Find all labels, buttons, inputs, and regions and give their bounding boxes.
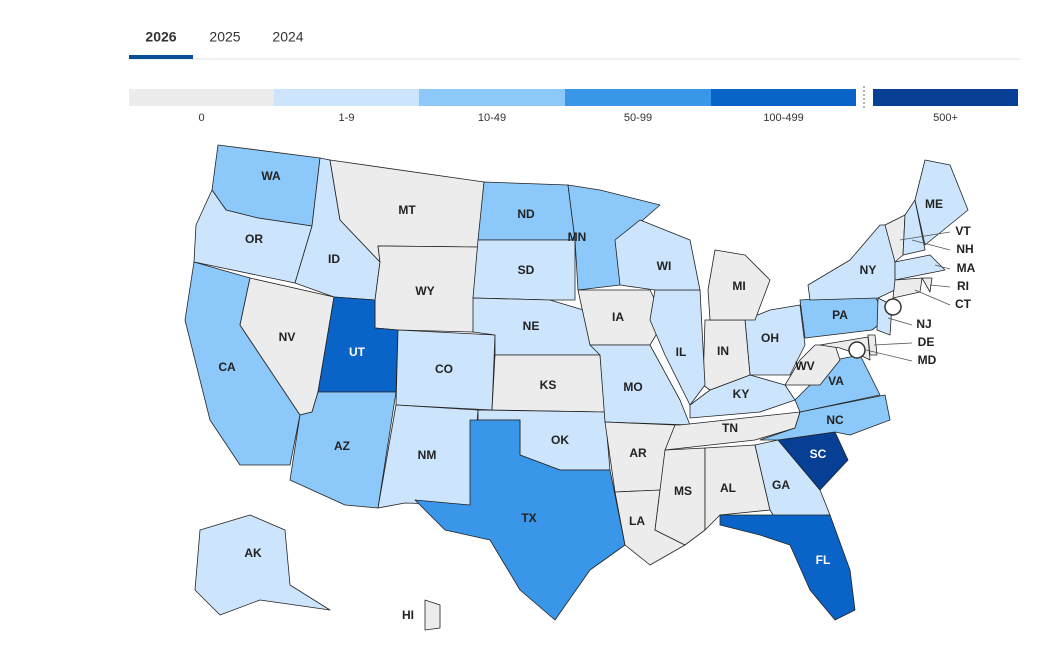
state-label: VA [828, 374, 844, 388]
state-label: OR [245, 232, 263, 246]
state-label: AZ [334, 439, 350, 453]
leader-line [887, 317, 913, 326]
state-label: TX [521, 511, 536, 525]
state-label: AL [720, 481, 736, 495]
legend-swatch [711, 89, 856, 106]
leader-line [865, 349, 913, 362]
state[interactable] [894, 254, 946, 281]
state[interactable] [424, 599, 441, 631]
state-label: MD [918, 353, 937, 367]
state-label: MI [732, 279, 745, 293]
state-label: MO [623, 380, 642, 394]
leader-line [899, 231, 951, 241]
state[interactable] [289, 391, 397, 509]
state-label: ME [925, 197, 943, 211]
state-label: RI [957, 279, 969, 293]
state-label: NV [279, 330, 296, 344]
legend-label: 10-49 [478, 112, 506, 124]
state-label: MT [398, 203, 416, 217]
state[interactable] [414, 419, 626, 621]
state[interactable] [719, 514, 856, 621]
city-marker [884, 298, 902, 316]
state-label: IN [717, 344, 729, 358]
state-label: IA [612, 310, 624, 324]
state-label: NM [418, 448, 437, 462]
state[interactable] [902, 199, 926, 256]
state[interactable] [707, 249, 771, 321]
state[interactable] [704, 444, 771, 531]
state-label: SD [518, 263, 535, 277]
state-label: WI [657, 259, 672, 273]
state-label: NH [956, 242, 973, 256]
state[interactable] [914, 159, 969, 246]
state-label: CA [218, 360, 236, 374]
state-label: MA [957, 261, 976, 275]
state-label: CO [435, 362, 453, 376]
state-label: NJ [916, 317, 931, 331]
state-label: MS [674, 484, 692, 498]
state-label: HI [402, 608, 414, 622]
legend-label: 500+ [933, 112, 958, 124]
state-label: ID [328, 252, 340, 266]
state-label: IL [676, 345, 687, 359]
legend-swatch [129, 89, 274, 106]
leader-line [914, 289, 951, 306]
legend-swatch [565, 89, 711, 106]
state-label: DE [918, 335, 935, 349]
leader-line [934, 264, 951, 270]
leader-line [873, 342, 913, 346]
legend-label: 0 [198, 112, 204, 124]
state[interactable] [614, 219, 701, 291]
state-label: OK [551, 433, 569, 447]
state[interactable] [472, 239, 576, 301]
tab-underline [129, 55, 193, 59]
state-label: FL [816, 553, 831, 567]
leader-line [929, 284, 951, 288]
state-label: LA [629, 514, 645, 528]
state-label: SC [810, 447, 827, 461]
state-label: KY [733, 387, 750, 401]
state-label: VT [955, 224, 971, 238]
legend-swatch [873, 89, 1018, 106]
tab[interactable]: 2026 [145, 29, 176, 45]
state-label: OH [761, 331, 779, 345]
state-label: ND [517, 207, 535, 221]
state-label: NY [860, 263, 877, 277]
tab[interactable]: 2024 [272, 29, 303, 45]
state-label: CT [955, 297, 972, 311]
state-label: WA [261, 169, 281, 183]
state[interactable] [759, 394, 891, 441]
state-label: TN [722, 421, 738, 435]
state[interactable] [194, 514, 331, 616]
state-label: PA [832, 308, 848, 322]
state-label: NE [523, 319, 540, 333]
state[interactable] [807, 224, 896, 301]
city-marker [848, 341, 866, 359]
state[interactable] [892, 277, 923, 299]
legend-swatch [274, 89, 419, 106]
state-label: NC [826, 413, 844, 427]
state-label: AK [244, 546, 262, 560]
state-label: WV [795, 359, 814, 373]
state-label: WY [415, 284, 434, 298]
state-label: MN [568, 230, 587, 244]
legend-label: 1-9 [339, 112, 355, 124]
legend-label: 50-99 [624, 112, 652, 124]
state-label: AR [629, 446, 647, 460]
legend-label: 100-499 [763, 112, 803, 124]
leader-line [911, 239, 951, 251]
legend-swatch [419, 89, 565, 106]
state-label: KS [540, 378, 557, 392]
tab[interactable]: 2025 [209, 29, 240, 45]
state-label: UT [349, 345, 366, 359]
state-label: GA [772, 478, 790, 492]
